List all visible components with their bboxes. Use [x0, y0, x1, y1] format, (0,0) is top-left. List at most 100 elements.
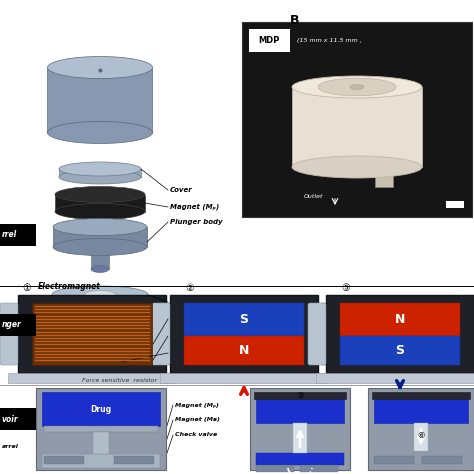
FancyBboxPatch shape	[293, 423, 307, 453]
Text: Electromagnet: Electromagnet	[38, 282, 101, 291]
Ellipse shape	[292, 156, 422, 178]
FancyBboxPatch shape	[256, 465, 294, 472]
Text: ②: ②	[186, 283, 194, 293]
Text: ①: ①	[22, 283, 31, 293]
FancyBboxPatch shape	[250, 388, 350, 470]
Ellipse shape	[59, 170, 141, 184]
Text: N: N	[395, 313, 405, 326]
Ellipse shape	[84, 291, 116, 300]
Text: N: N	[239, 344, 249, 357]
Ellipse shape	[55, 203, 145, 219]
FancyBboxPatch shape	[422, 456, 462, 464]
Ellipse shape	[114, 330, 130, 336]
FancyBboxPatch shape	[8, 373, 176, 383]
Text: MDP: MDP	[258, 36, 280, 45]
FancyBboxPatch shape	[300, 465, 338, 472]
FancyBboxPatch shape	[374, 399, 468, 423]
Text: Check valve: Check valve	[175, 432, 217, 438]
FancyBboxPatch shape	[0, 224, 36, 246]
FancyBboxPatch shape	[18, 295, 166, 373]
Text: Magnet (Mₚ): Magnet (Mₚ)	[170, 204, 219, 210]
Text: nger: nger	[2, 320, 22, 329]
FancyBboxPatch shape	[168, 303, 186, 365]
FancyBboxPatch shape	[316, 373, 474, 383]
Ellipse shape	[91, 265, 109, 273]
FancyBboxPatch shape	[374, 456, 414, 464]
Text: ⑥: ⑥	[417, 431, 425, 440]
FancyBboxPatch shape	[326, 295, 474, 373]
Text: voir: voir	[2, 415, 18, 424]
FancyBboxPatch shape	[256, 399, 344, 423]
Text: Cover: Cover	[170, 299, 193, 305]
FancyBboxPatch shape	[160, 373, 328, 383]
Ellipse shape	[52, 297, 148, 314]
FancyBboxPatch shape	[184, 303, 304, 336]
FancyBboxPatch shape	[0, 314, 36, 336]
Text: S: S	[239, 313, 248, 326]
Ellipse shape	[47, 323, 153, 343]
FancyBboxPatch shape	[114, 456, 154, 464]
FancyBboxPatch shape	[170, 295, 318, 373]
FancyBboxPatch shape	[256, 453, 344, 465]
Ellipse shape	[52, 286, 148, 303]
Ellipse shape	[92, 330, 108, 336]
Text: (15 mm x 11.5 mm ,: (15 mm x 11.5 mm ,	[297, 37, 362, 43]
FancyBboxPatch shape	[340, 303, 460, 336]
Ellipse shape	[47, 121, 153, 144]
FancyBboxPatch shape	[52, 294, 148, 306]
Ellipse shape	[350, 84, 364, 90]
FancyBboxPatch shape	[44, 456, 84, 464]
Ellipse shape	[318, 78, 396, 96]
Text: rrel: rrel	[2, 230, 17, 239]
Text: ③: ③	[296, 391, 304, 400]
Text: S: S	[395, 344, 404, 357]
Ellipse shape	[53, 219, 147, 236]
Ellipse shape	[47, 56, 153, 79]
Text: Cover: Cover	[170, 187, 193, 193]
FancyBboxPatch shape	[59, 169, 141, 177]
FancyBboxPatch shape	[340, 336, 460, 365]
FancyBboxPatch shape	[47, 333, 153, 371]
FancyBboxPatch shape	[308, 303, 326, 365]
FancyBboxPatch shape	[0, 409, 36, 430]
Text: Magnet (Mₚ): Magnet (Mₚ)	[175, 402, 219, 408]
FancyBboxPatch shape	[254, 392, 346, 399]
FancyBboxPatch shape	[93, 432, 109, 454]
FancyBboxPatch shape	[55, 194, 145, 211]
Text: Plunger body: Plunger body	[170, 219, 223, 225]
Text: Outlet: Outlet	[304, 193, 323, 199]
FancyBboxPatch shape	[368, 388, 474, 470]
FancyBboxPatch shape	[47, 67, 153, 133]
Ellipse shape	[292, 76, 422, 98]
FancyBboxPatch shape	[446, 201, 464, 208]
Text: unger: unger	[2, 426, 23, 430]
FancyBboxPatch shape	[42, 454, 160, 468]
FancyBboxPatch shape	[0, 303, 18, 365]
FancyBboxPatch shape	[44, 426, 158, 432]
FancyBboxPatch shape	[292, 87, 422, 167]
FancyBboxPatch shape	[372, 392, 470, 399]
FancyBboxPatch shape	[414, 423, 428, 451]
FancyBboxPatch shape	[184, 336, 304, 365]
FancyBboxPatch shape	[375, 169, 393, 187]
FancyBboxPatch shape	[36, 388, 166, 470]
Text: Drug: Drug	[91, 404, 111, 413]
Text: arrel: arrel	[2, 444, 19, 448]
Text: ervoir: ervoir	[2, 408, 23, 412]
FancyBboxPatch shape	[320, 303, 338, 365]
Text: Check valve: Check valve	[170, 350, 217, 356]
Ellipse shape	[47, 362, 153, 381]
Text: ⑤: ⑤	[342, 283, 350, 293]
Text: Barrel body: Barrel body	[170, 333, 216, 339]
Ellipse shape	[70, 330, 86, 336]
Text: Force sensitive  resistor: Force sensitive resistor	[82, 378, 157, 383]
Ellipse shape	[59, 162, 141, 176]
FancyBboxPatch shape	[91, 255, 109, 269]
FancyBboxPatch shape	[242, 22, 472, 217]
FancyBboxPatch shape	[42, 392, 160, 426]
Text: Magnet (Mʙ): Magnet (Mʙ)	[170, 316, 220, 322]
FancyBboxPatch shape	[78, 357, 94, 367]
FancyBboxPatch shape	[248, 28, 290, 52]
FancyBboxPatch shape	[53, 227, 147, 247]
FancyBboxPatch shape	[152, 303, 170, 365]
